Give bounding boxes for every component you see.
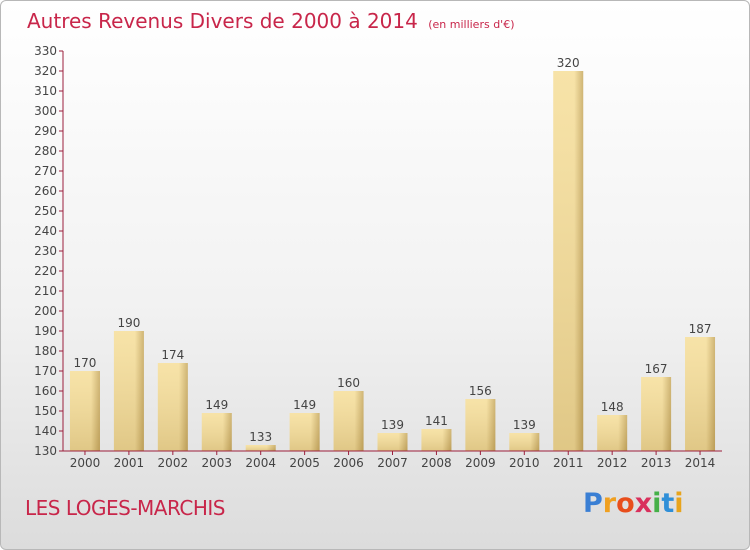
y-tick-label: 200 [34,304,57,318]
y-tick-label: 310 [34,84,57,98]
data-label: 148 [601,400,624,414]
x-tick-label: 2013 [641,456,672,470]
y-tick-label: 290 [34,124,57,138]
bar-shade-2013 [641,377,672,451]
bar-shade-2014 [685,337,716,451]
data-label: 149 [293,398,316,412]
data-label: 139 [513,418,536,432]
y-tick-label: 230 [34,244,57,258]
logo-letter: x [634,488,653,519]
x-tick-label: 2007 [377,456,408,470]
y-tick-label: 240 [34,224,57,238]
data-label: 187 [689,322,712,336]
logo-letter: o [616,488,635,519]
x-tick-label: 2002 [158,456,189,470]
y-tick-label: 280 [34,144,57,158]
x-tick-label: 2000 [70,456,101,470]
x-tick-label: 2004 [245,456,276,470]
y-tick-label: 270 [34,164,57,178]
bar-shade-2004 [245,445,276,451]
bar-shade-2003 [201,413,232,451]
y-tick-label: 190 [34,324,57,338]
x-tick-label: 2001 [114,456,145,470]
y-tick-label: 160 [34,384,57,398]
x-tick-label: 2003 [201,456,232,470]
y-tick-label: 260 [34,184,57,198]
y-tick-label: 250 [34,204,57,218]
data-label: 160 [337,376,360,390]
y-tick-label: 150 [34,404,57,418]
x-tick-label: 2005 [289,456,320,470]
y-tick-label: 210 [34,284,57,298]
y-tick-label: 130 [34,444,57,458]
logo-letter: r [602,488,617,519]
data-label: 139 [381,418,404,432]
bar-shade-2008 [421,429,452,451]
bar-shade-2006 [333,391,364,451]
data-label: 170 [74,356,97,370]
y-tick-label: 330 [34,44,57,58]
data-label: 167 [645,362,668,376]
x-tick-label: 2009 [465,456,496,470]
x-tick-label: 2010 [509,456,540,470]
y-tick-label: 170 [34,364,57,378]
x-tick-label: 2012 [597,456,628,470]
data-label: 156 [469,384,492,398]
bar-shade-2009 [465,399,496,451]
chart-subtitle: (en milliers d'€) [428,18,515,31]
data-label: 133 [249,430,272,444]
data-label: 149 [205,398,228,412]
bar-shade-2005 [289,413,320,451]
y-tick-label: 320 [34,64,57,78]
bar-shade-2002 [157,363,188,451]
data-label: 141 [425,414,448,428]
bar-shade-2007 [377,433,408,451]
logo-letter: i [652,488,662,519]
y-tick-label: 220 [34,264,57,278]
logo-letter: i [674,488,684,519]
bar-shade-2010 [509,433,540,451]
y-tick-label: 300 [34,104,57,118]
bar-shade-2012 [597,415,628,451]
logo-letter: P [583,488,603,519]
proxiti-logo: Proxiti [583,488,684,519]
x-tick-label: 2011 [553,456,584,470]
x-tick-label: 2014 [685,456,716,470]
x-tick-label: 2008 [421,456,452,470]
y-tick-label: 140 [34,424,57,438]
logo-letter: t [661,488,675,519]
data-label: 320 [557,56,580,70]
data-label: 190 [117,316,140,330]
x-tick-label: 2006 [333,456,364,470]
data-label: 174 [161,348,184,362]
commune-label: LES LOGES-MARCHIS [25,496,226,520]
title-text: Autres Revenus Divers de 2000 à 2014 [27,9,418,33]
y-tick-label: 180 [34,344,57,358]
bar-shade-2000 [69,371,100,451]
chart-title: Autres Revenus Divers de 2000 à 2014 (en… [27,9,515,33]
bar-shade-2001 [113,331,144,451]
bar-shade-2011 [553,71,584,451]
